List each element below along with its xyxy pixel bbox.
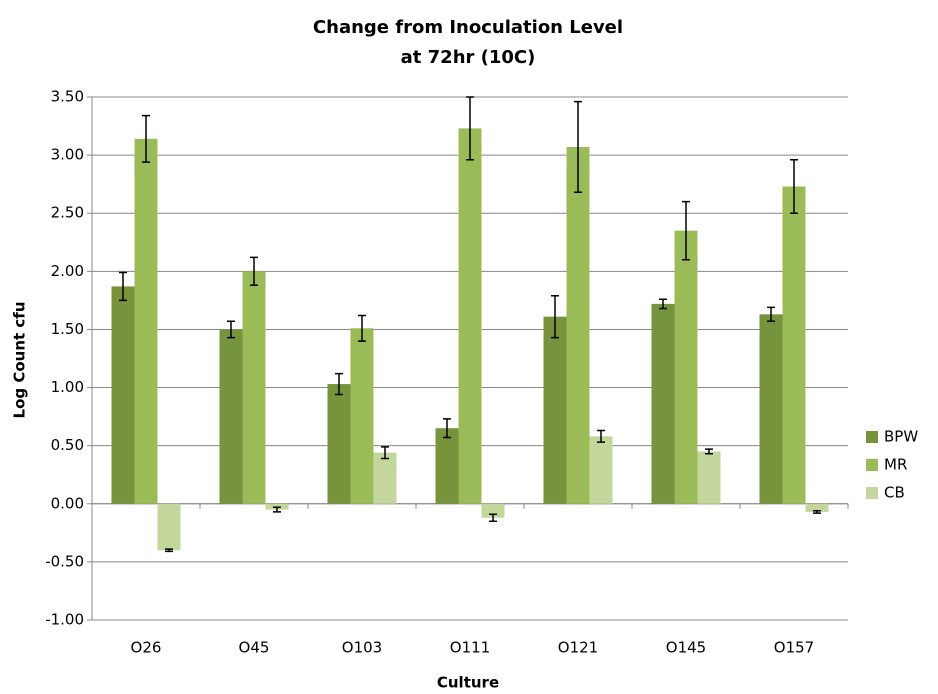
bar <box>219 329 243 504</box>
x-tick-label: O157 <box>774 639 814 657</box>
x-tick-label: O121 <box>558 639 598 657</box>
error-bar <box>227 320 235 339</box>
bar <box>782 186 806 504</box>
error-bar <box>165 548 173 553</box>
bar <box>805 503 829 512</box>
y-tick-label: 3.00 <box>51 146 84 164</box>
error-bar <box>767 306 775 323</box>
error-bar <box>119 271 127 302</box>
chart-title: at 72hr (10C) <box>401 47 536 68</box>
y-tick-label: 2.00 <box>51 262 84 280</box>
error-bar <box>574 100 582 194</box>
bar <box>481 503 505 518</box>
legend-label: MR <box>884 456 907 474</box>
error-bar <box>250 256 258 287</box>
bar <box>435 428 459 504</box>
bar <box>543 316 567 504</box>
legend-swatch <box>866 431 878 443</box>
bar <box>566 146 590 504</box>
bar <box>589 436 613 504</box>
x-tick-label: O145 <box>666 639 706 657</box>
y-tick-label: 0.00 <box>51 494 84 512</box>
error-bar <box>443 418 451 439</box>
x-tick-label: O26 <box>131 639 162 657</box>
x-tick-label: O111 <box>450 639 490 657</box>
bar <box>373 452 397 504</box>
bar <box>350 328 374 504</box>
error-bar <box>597 429 605 443</box>
y-axis-title: Log Count cfu <box>11 302 29 419</box>
error-bar <box>551 294 559 339</box>
error-bar <box>273 506 281 513</box>
error-bar <box>682 200 690 261</box>
legend-label: CB <box>884 484 905 502</box>
bar <box>697 451 721 504</box>
legend-swatch <box>866 487 878 499</box>
x-axis-title: Culture <box>437 674 499 692</box>
error-bar <box>489 513 497 522</box>
error-bar <box>466 96 474 161</box>
error-bar <box>705 448 713 455</box>
y-tick-label: 1.50 <box>51 320 84 338</box>
y-tick-label: -0.50 <box>45 552 84 570</box>
legend-swatch <box>866 459 878 471</box>
bar <box>242 271 266 504</box>
error-bar <box>381 446 389 460</box>
chart-title: Change from Inoculation Level <box>313 17 623 38</box>
error-bar <box>790 159 798 214</box>
error-bar <box>335 372 343 396</box>
bar <box>157 503 181 551</box>
y-tick-label: 3.50 <box>51 88 84 106</box>
error-bar <box>813 510 821 514</box>
bar <box>759 314 783 504</box>
bar <box>111 286 135 504</box>
y-tick-label: 0.50 <box>51 436 84 454</box>
y-tick-label: 2.50 <box>51 204 84 222</box>
x-tick-label: O103 <box>342 639 382 657</box>
error-bar <box>358 314 366 342</box>
bar <box>458 128 482 504</box>
x-tick-label: O45 <box>239 639 270 657</box>
error-bar <box>659 298 667 310</box>
bar <box>327 384 351 504</box>
y-tick-label: 1.00 <box>51 378 84 396</box>
legend-label: BPW <box>884 428 918 446</box>
bar <box>674 230 698 504</box>
y-tick-label: -1.00 <box>45 611 84 629</box>
error-bar <box>142 114 150 163</box>
bar <box>651 303 675 504</box>
bar <box>134 138 158 504</box>
